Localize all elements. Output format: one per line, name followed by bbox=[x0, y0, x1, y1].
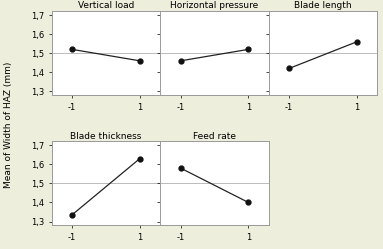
Text: Mean of Width of HAZ (mm): Mean of Width of HAZ (mm) bbox=[4, 61, 13, 188]
Title: Blade thickness: Blade thickness bbox=[70, 131, 142, 141]
Title: Horizontal pressure: Horizontal pressure bbox=[170, 1, 259, 10]
Title: Feed rate: Feed rate bbox=[193, 131, 236, 141]
Title: Blade length: Blade length bbox=[294, 1, 352, 10]
Title: Vertical load: Vertical load bbox=[78, 1, 134, 10]
